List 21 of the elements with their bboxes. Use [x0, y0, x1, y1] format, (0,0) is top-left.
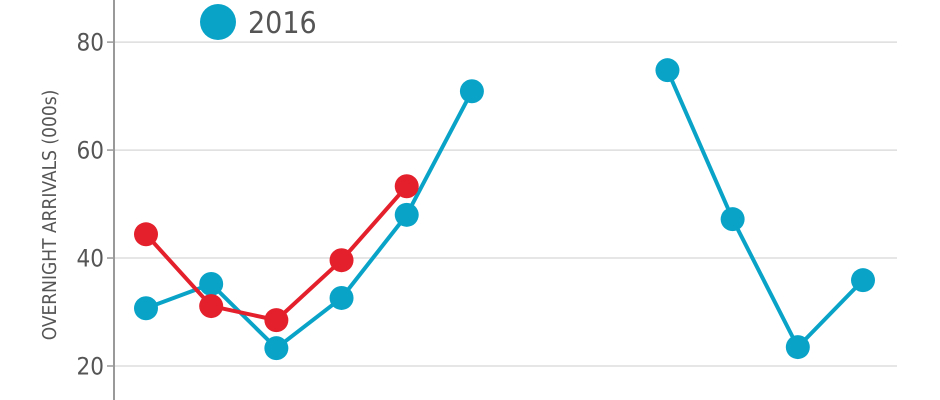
- point: [199, 272, 224, 296]
- y-tick-label: 20: [76, 352, 104, 380]
- point: [460, 79, 484, 104]
- point: [330, 248, 354, 272]
- point: [134, 296, 158, 320]
- y-tick-label: 80: [76, 28, 104, 57]
- y-tick-label: 40: [76, 244, 104, 272]
- point: [199, 294, 224, 318]
- point: [720, 207, 745, 232]
- y-axis-title: OVERNIGHT ARRIVALS (000s): [39, 90, 61, 340]
- legend-label: 2016: [248, 6, 317, 41]
- point: [851, 268, 875, 292]
- point: [264, 336, 288, 360]
- point: [264, 308, 288, 332]
- point: [134, 222, 158, 246]
- point: [394, 174, 419, 198]
- point: [655, 58, 680, 82]
- point: [394, 202, 419, 227]
- point: [330, 286, 354, 310]
- y-tick-label: 60: [76, 136, 104, 164]
- point: [786, 335, 810, 360]
